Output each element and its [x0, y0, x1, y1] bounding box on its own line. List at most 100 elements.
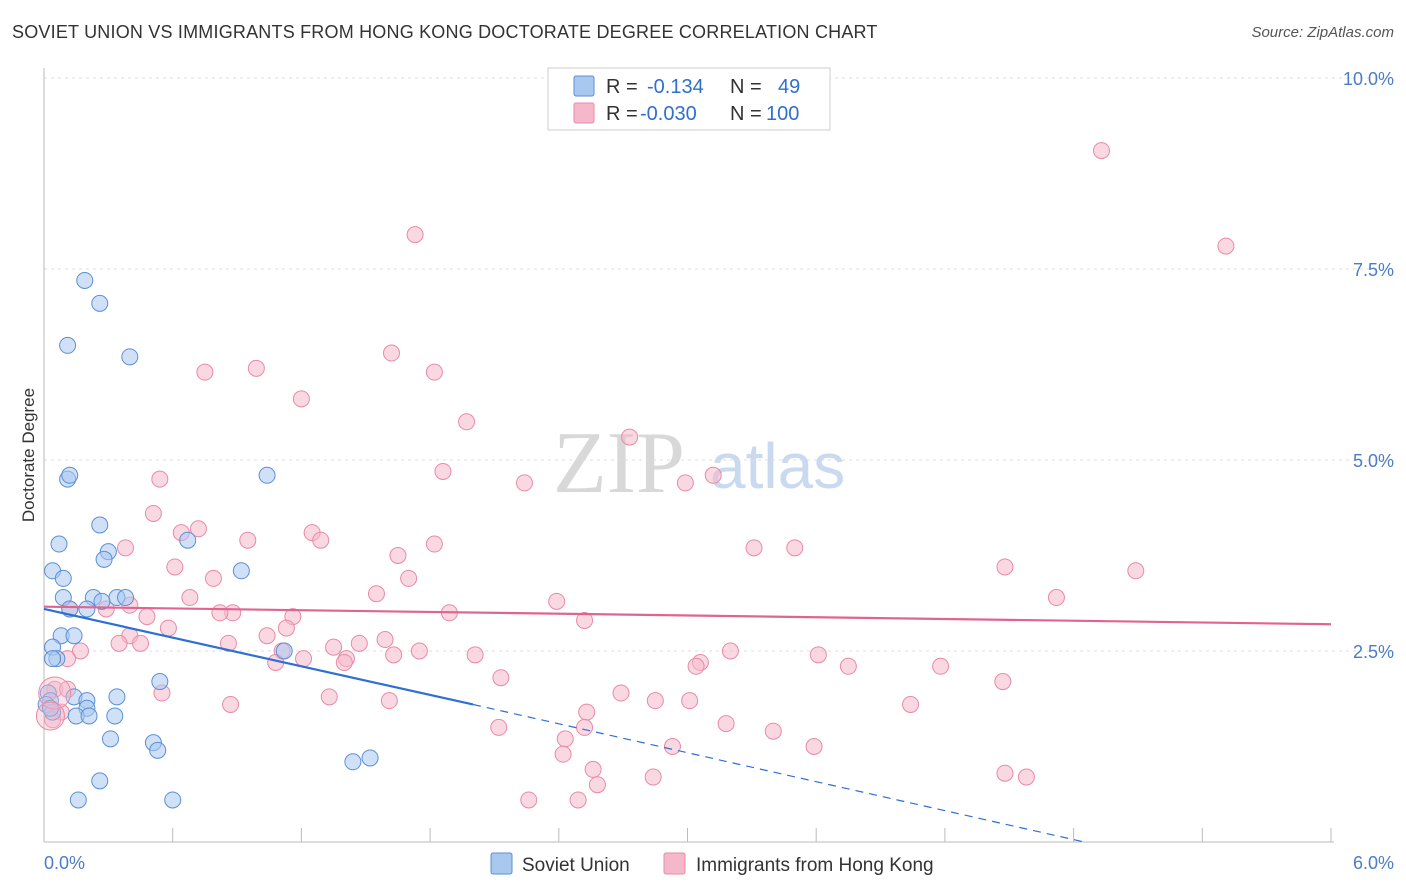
- bottom-legend-soviet: Soviet Union: [522, 855, 630, 876]
- point-hongkong: [434, 462, 452, 480]
- point-soviet: [44, 650, 62, 668]
- data-points: [35, 142, 1235, 809]
- point-hongkong: [325, 638, 343, 656]
- bottom-legend-swatch-hongkong: [663, 852, 686, 875]
- y-tick-label: 2.5%: [1353, 642, 1394, 662]
- x-tick-label-min: 0.0%: [44, 853, 85, 873]
- point-hongkong: [717, 715, 735, 733]
- point-soviet: [101, 730, 119, 748]
- point-hongkong: [425, 535, 443, 553]
- point-hongkong: [295, 650, 313, 668]
- point-hongkong: [704, 466, 722, 484]
- point-hongkong: [376, 631, 394, 649]
- legend-r-label-2: R =: [606, 103, 638, 125]
- point-soviet: [80, 707, 98, 725]
- point-hongkong: [181, 589, 199, 607]
- point-hongkong: [1047, 589, 1065, 607]
- point-hongkong: [196, 363, 214, 381]
- point-hongkong: [425, 363, 443, 381]
- point-soviet: [258, 466, 276, 484]
- point-hongkong: [410, 642, 428, 660]
- point-soviet: [344, 753, 362, 771]
- legend-n-label-1: N =: [730, 76, 762, 98]
- stats-legend: R = -0.134 N = 49 R = -0.030 N = 100: [547, 67, 831, 131]
- point-hongkong: [932, 657, 950, 675]
- point-hongkong: [117, 539, 135, 557]
- legend-swatch-hongkong: [573, 102, 595, 124]
- point-hongkong: [159, 619, 177, 637]
- point-hongkong: [385, 646, 403, 664]
- point-hongkong: [663, 738, 681, 755]
- point-hongkong: [902, 695, 920, 713]
- legend-r-label-1: R =: [606, 76, 638, 98]
- point-hongkong: [277, 619, 295, 637]
- point-hongkong: [458, 413, 476, 431]
- point-soviet: [59, 336, 77, 354]
- point-soviet: [121, 348, 139, 366]
- point-hongkong: [1127, 562, 1145, 580]
- point-hongkong: [350, 634, 368, 652]
- point-hongkong: [721, 642, 739, 660]
- point-hongkong: [292, 390, 310, 408]
- trend-line-soviet: [43, 607, 474, 706]
- point-soviet: [93, 592, 111, 610]
- point-hongkong: [786, 539, 804, 557]
- point-hongkong: [805, 738, 823, 755]
- point-soviet: [361, 749, 379, 767]
- point-soviet: [91, 772, 109, 790]
- point-hongkong: [588, 776, 606, 794]
- trend-line-hongkong: [43, 605, 1332, 626]
- point-cluster: [38, 676, 72, 710]
- point-soviet: [117, 589, 135, 607]
- point-hongkong: [492, 669, 510, 687]
- point-hongkong: [745, 539, 763, 557]
- point-hongkong: [1217, 237, 1235, 255]
- point-hongkong: [144, 504, 162, 522]
- legend-n-label-2: N =: [730, 103, 762, 125]
- legend-r-value-2: -0.030: [640, 103, 697, 125]
- point-soviet: [69, 791, 87, 809]
- point-hongkong: [110, 634, 128, 652]
- point-hongkong: [132, 634, 150, 652]
- point-hongkong: [239, 531, 257, 549]
- point-hongkong: [687, 657, 705, 675]
- x-tick-label-max: 6.0%: [1353, 853, 1394, 873]
- watermark-atlas: atlas: [710, 430, 845, 502]
- point-hongkong: [258, 627, 276, 645]
- y-tick-label: 5.0%: [1353, 451, 1394, 471]
- bottom-legend-swatch-soviet: [490, 852, 513, 875]
- point-hongkong: [515, 474, 533, 492]
- legend-n-value-1: 49: [778, 76, 800, 98]
- point-soviet: [61, 466, 79, 484]
- legend-swatch-soviet: [573, 75, 595, 97]
- series-legend: Soviet Union Immigrants from Hong Kong: [490, 852, 934, 876]
- point-hongkong: [71, 642, 89, 660]
- point-soviet: [95, 550, 113, 568]
- point-hongkong: [189, 520, 207, 538]
- legend-r-value-1: -0.134: [647, 76, 704, 98]
- point-hongkong: [382, 344, 400, 362]
- point-hongkong: [204, 569, 222, 587]
- point-hongkong: [335, 653, 353, 671]
- point-hongkong: [839, 657, 857, 675]
- point-hongkong: [320, 688, 338, 706]
- point-soviet: [275, 642, 293, 660]
- point-soviet: [91, 516, 109, 534]
- point-hongkong: [380, 692, 398, 710]
- point-soviet: [54, 569, 72, 587]
- point-hongkong: [247, 359, 265, 377]
- point-hongkong: [681, 692, 699, 710]
- point-soviet: [232, 562, 250, 580]
- point-soviet: [76, 271, 94, 289]
- point-hongkong: [548, 592, 566, 610]
- point-hongkong: [578, 703, 596, 721]
- y-tick-labels: 2.5% 5.0% 7.5% 10.0%: [1343, 69, 1394, 662]
- chart-title: SOVIET UNION VS IMMIGRANTS FROM HONG KON…: [12, 22, 878, 42]
- point-hongkong: [406, 226, 424, 244]
- point-hongkong: [576, 718, 594, 736]
- point-hongkong: [1017, 768, 1035, 786]
- point-soviet: [65, 627, 83, 645]
- point-soviet: [108, 688, 126, 706]
- point-hongkong: [994, 673, 1012, 691]
